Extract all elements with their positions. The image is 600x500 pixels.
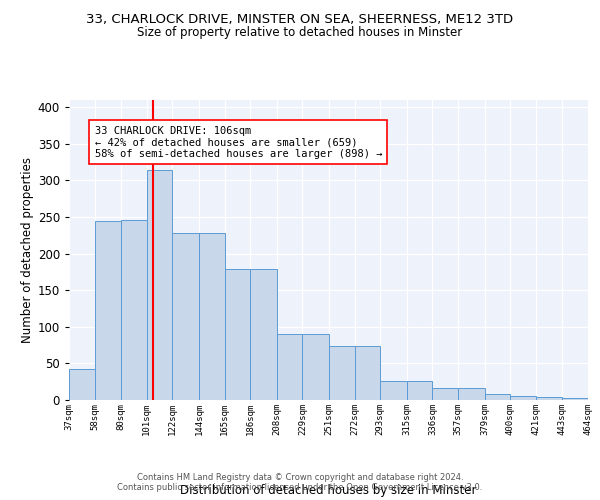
Text: Contains HM Land Registry data © Crown copyright and database right 2024.
Contai: Contains HM Land Registry data © Crown c… bbox=[118, 473, 482, 492]
Bar bbox=[224, 269, 250, 400]
Bar bbox=[69, 370, 95, 400]
Bar bbox=[302, 334, 329, 400]
Bar bbox=[250, 269, 277, 400]
Bar bbox=[121, 220, 147, 400]
Text: Size of property relative to detached houses in Minster: Size of property relative to detached ho… bbox=[137, 26, 463, 39]
Bar bbox=[433, 388, 458, 400]
Bar bbox=[199, 233, 224, 400]
Bar bbox=[510, 396, 536, 400]
Bar bbox=[355, 346, 380, 400]
Bar bbox=[536, 397, 562, 400]
Bar bbox=[485, 394, 510, 400]
Bar bbox=[147, 170, 172, 400]
Bar bbox=[329, 346, 355, 400]
Bar bbox=[562, 398, 588, 400]
Bar bbox=[458, 388, 485, 400]
Bar bbox=[172, 233, 199, 400]
Y-axis label: Number of detached properties: Number of detached properties bbox=[20, 157, 34, 343]
Text: 33, CHARLOCK DRIVE, MINSTER ON SEA, SHEERNESS, ME12 3TD: 33, CHARLOCK DRIVE, MINSTER ON SEA, SHEE… bbox=[86, 12, 514, 26]
Bar bbox=[277, 334, 302, 400]
X-axis label: Distribution of detached houses by size in Minster: Distribution of detached houses by size … bbox=[180, 484, 477, 496]
Bar bbox=[407, 381, 433, 400]
Text: 33 CHARLOCK DRIVE: 106sqm
← 42% of detached houses are smaller (659)
58% of semi: 33 CHARLOCK DRIVE: 106sqm ← 42% of detac… bbox=[95, 126, 382, 159]
Bar bbox=[95, 220, 121, 400]
Bar bbox=[380, 381, 407, 400]
